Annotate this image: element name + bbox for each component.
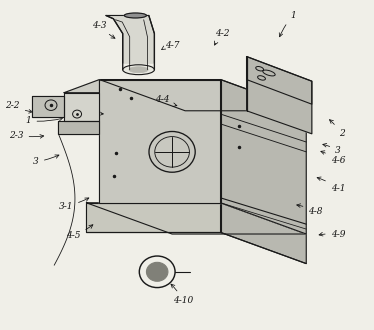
Ellipse shape	[123, 65, 154, 75]
Polygon shape	[221, 80, 306, 234]
Text: 3-1: 3-1	[59, 198, 89, 211]
Text: 4-7: 4-7	[162, 41, 180, 49]
Text: 2-2: 2-2	[5, 101, 33, 113]
Polygon shape	[106, 16, 154, 63]
Polygon shape	[64, 80, 99, 93]
Text: 4-2: 4-2	[215, 29, 230, 45]
Polygon shape	[86, 203, 306, 234]
Polygon shape	[58, 121, 99, 134]
Text: 4-10: 4-10	[171, 284, 193, 305]
Text: 4-5: 4-5	[66, 225, 93, 240]
Text: 4-3: 4-3	[92, 21, 115, 38]
Polygon shape	[86, 203, 221, 232]
Text: 4-4: 4-4	[156, 95, 177, 107]
Ellipse shape	[124, 13, 147, 18]
Polygon shape	[246, 56, 312, 104]
Polygon shape	[99, 80, 221, 203]
Text: 2: 2	[78, 96, 92, 109]
Ellipse shape	[147, 262, 168, 281]
Polygon shape	[33, 96, 64, 117]
Text: 2-1: 2-1	[81, 106, 103, 116]
Polygon shape	[221, 203, 306, 264]
Text: 4: 4	[143, 21, 151, 37]
Text: 3: 3	[323, 144, 341, 155]
Ellipse shape	[129, 67, 148, 73]
Text: 2-3: 2-3	[9, 131, 44, 140]
Text: 4-8: 4-8	[297, 204, 323, 215]
Text: 1: 1	[26, 116, 62, 125]
Text: 3: 3	[33, 155, 59, 166]
Polygon shape	[246, 56, 312, 134]
Text: 4-6: 4-6	[321, 151, 345, 165]
Polygon shape	[64, 93, 99, 121]
Text: 2: 2	[329, 120, 344, 138]
Text: 1: 1	[279, 11, 296, 37]
Text: 4-9: 4-9	[319, 229, 345, 239]
Polygon shape	[99, 80, 306, 111]
Text: 4-1: 4-1	[317, 177, 345, 192]
